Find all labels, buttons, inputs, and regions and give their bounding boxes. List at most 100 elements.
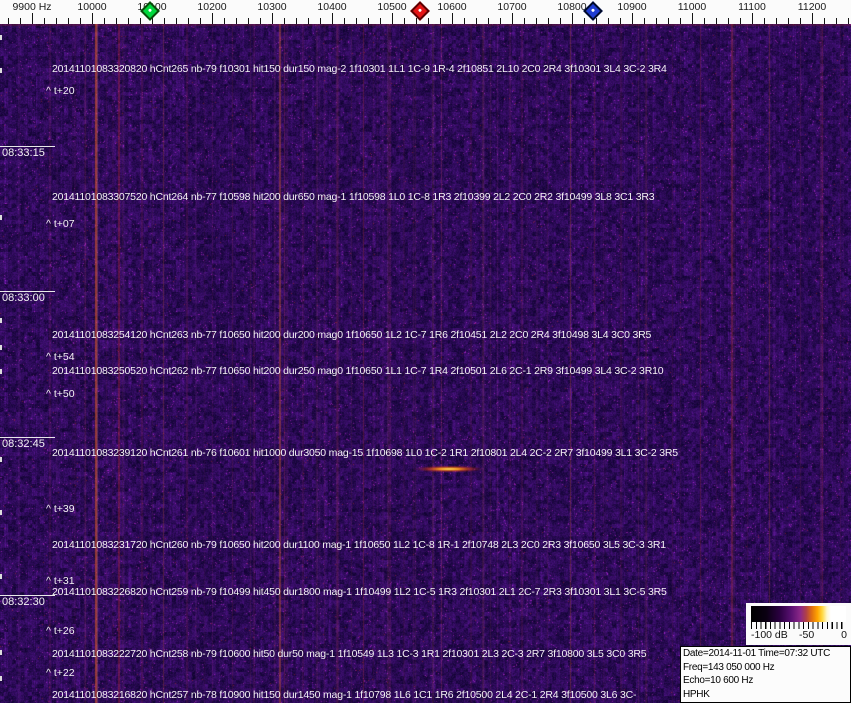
- left-edge-tick: [0, 35, 2, 40]
- ruler-frequency-label: 9900 Hz: [12, 1, 52, 13]
- info-frequency: Freq=143 050 000 Hz: [683, 661, 775, 673]
- ruler-frequency-label: 11000: [677, 1, 707, 13]
- ruler-minor-tick: [488, 18, 489, 24]
- ruler-minor-tick: [524, 18, 525, 24]
- left-edge-tick: [0, 457, 2, 462]
- ruler-minor-tick: [596, 18, 597, 24]
- ruler-minor-tick: [20, 18, 21, 24]
- ruler-frequency-label: 10800: [557, 1, 587, 13]
- timestamp-rule-line: [0, 146, 55, 147]
- timestamp-rule-line: [0, 291, 55, 292]
- timestamp-label: 08:32:45: [2, 438, 45, 450]
- ruler-minor-tick: [464, 18, 465, 24]
- ruler-minor-tick: [440, 18, 441, 24]
- ruler-major-tick: [32, 13, 33, 24]
- ruler-frequency-label: 10300: [257, 1, 287, 13]
- detection-log-line: 20141101083320820 hCnt265 nb-79 f10301 h…: [52, 63, 667, 75]
- ruler-minor-tick: [320, 18, 321, 24]
- ruler-minor-tick: [236, 18, 237, 24]
- left-edge-tick: [0, 676, 2, 681]
- ruler-major-tick: [512, 13, 513, 24]
- color-gradient-bar: [751, 606, 846, 622]
- ruler-minor-tick: [476, 18, 477, 24]
- scale-label-min: -100 dB: [751, 629, 788, 641]
- ruler-minor-tick: [848, 18, 849, 24]
- ruler-frequency-label: 10500: [377, 1, 407, 13]
- ruler-major-tick: [92, 13, 93, 24]
- ruler-minor-tick: [248, 18, 249, 24]
- ruler-frequency-label: 10900: [617, 1, 647, 13]
- ruler-minor-tick: [368, 18, 369, 24]
- ruler-minor-tick: [56, 18, 57, 24]
- ruler-minor-tick: [224, 18, 225, 24]
- ruler-minor-tick: [380, 18, 381, 24]
- ruler-frequency-label: 10200: [197, 1, 227, 13]
- echo-time-marker: ^ t+20: [46, 85, 75, 97]
- ruler-minor-tick: [776, 18, 777, 24]
- ruler-frequency-label: 11200: [797, 1, 827, 13]
- left-edge-tick: [0, 650, 2, 655]
- ruler-minor-tick: [404, 18, 405, 24]
- timestamp-label: 08:33:15: [2, 147, 45, 159]
- ruler-minor-tick: [728, 18, 729, 24]
- ruler-minor-tick: [44, 18, 45, 24]
- ruler-minor-tick: [128, 18, 129, 24]
- ruler-minor-tick: [428, 18, 429, 24]
- ruler-minor-tick: [536, 18, 537, 24]
- scale-label-mid: -50: [799, 629, 815, 641]
- info-date-time: Date=2014-11-01 Time=07:32 UTC: [683, 648, 831, 659]
- detection-log-line: 20141101083254120 hCnt263 nb-77 f10650 h…: [52, 329, 652, 341]
- detection-log-line: 20141101083226820 hCnt259 nb-79 f10499 h…: [52, 586, 667, 598]
- frequency-ruler: 9900 Hz100001010010200103001040010500106…: [0, 0, 851, 24]
- marker-diamond-red[interactable]: [410, 1, 430, 21]
- detection-log-line: 20141101083307520 hCnt264 nb-77 f10598 h…: [52, 191, 655, 203]
- ruler-minor-tick: [680, 18, 681, 24]
- ruler-frequency-label: 10400: [317, 1, 347, 13]
- left-edge-tick: [0, 574, 2, 579]
- ruler-major-tick: [152, 13, 153, 24]
- ruler-minor-tick: [668, 18, 669, 24]
- ruler-major-tick: [272, 13, 273, 24]
- left-edge-tick: [0, 215, 2, 220]
- timestamp-rule-line: [0, 595, 55, 596]
- ruler-minor-tick: [704, 18, 705, 24]
- ruler-minor-tick: [308, 18, 309, 24]
- ruler-minor-tick: [416, 18, 417, 24]
- echo-time-marker: ^ t+50: [46, 388, 75, 400]
- echo-time-marker: ^ t+31: [46, 575, 75, 587]
- ruler-minor-tick: [500, 18, 501, 24]
- marker-center-dot: [590, 8, 596, 13]
- ruler-minor-tick: [188, 18, 189, 24]
- db-color-scale: -100 dB -50 0: [746, 603, 851, 645]
- info-echo: Echo=10 600 Hz: [683, 675, 754, 687]
- waterfall-spectrogram[interactable]: [0, 24, 851, 703]
- ruler-frequency-label: 10700: [497, 1, 527, 13]
- echo-time-marker: ^ t+54: [46, 351, 75, 363]
- color-scale-labels: -100 dB -50 0: [746, 629, 851, 643]
- ruler-major-tick: [392, 13, 393, 24]
- ruler-minor-tick: [344, 18, 345, 24]
- echo-time-marker: ^ t+07: [46, 218, 75, 230]
- ruler-minor-tick: [116, 18, 117, 24]
- ruler-minor-tick: [260, 18, 261, 24]
- detection-log-line: 20141101083231720 hCnt260 nb-79 f10650 h…: [52, 539, 666, 551]
- ruler-minor-tick: [560, 18, 561, 24]
- ruler-frequency-label: 10000: [77, 1, 107, 13]
- ruler-minor-tick: [356, 18, 357, 24]
- timestamp-rule-line: [0, 437, 55, 438]
- ruler-major-tick: [692, 13, 693, 24]
- ruler-major-tick: [812, 13, 813, 24]
- ruler-minor-tick: [584, 18, 585, 24]
- ruler-major-tick: [332, 13, 333, 24]
- ruler-minor-tick: [788, 18, 789, 24]
- ruler-minor-tick: [164, 18, 165, 24]
- ruler-minor-tick: [608, 18, 609, 24]
- ruler-minor-tick: [176, 18, 177, 24]
- ruler-frequency-label: 11100: [738, 1, 766, 13]
- echo-time-marker: ^ t+22: [46, 667, 75, 679]
- ruler-minor-tick: [620, 18, 621, 24]
- ruler-minor-tick: [548, 18, 549, 24]
- ruler-minor-tick: [740, 18, 741, 24]
- ruler-minor-tick: [800, 18, 801, 24]
